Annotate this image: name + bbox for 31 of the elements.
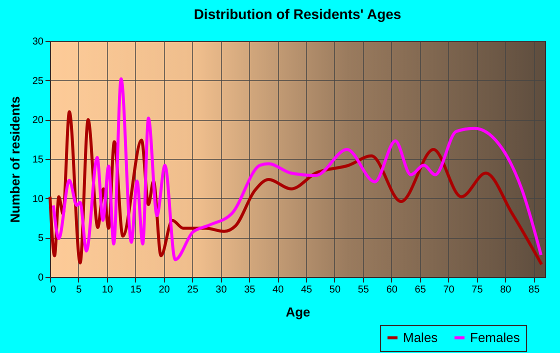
x-tick-label: 15 <box>130 284 142 296</box>
x-tick-label: 35 <box>244 284 256 296</box>
chart-title: Distribution of Residents' Ages <box>194 6 402 22</box>
x-tick-label: 50 <box>329 284 341 296</box>
x-tick-label: 5 <box>76 284 82 296</box>
x-tick-label: 70 <box>443 284 455 296</box>
y-tick-label: 20 <box>32 115 44 126</box>
legend-label: Males <box>403 330 438 345</box>
x-axis-title: Age <box>286 304 310 320</box>
x-tick-label: 30 <box>216 284 228 296</box>
y-tick-label: 15 <box>32 154 44 166</box>
x-tick-label: 80 <box>500 284 512 296</box>
x-tick-label: 10 <box>102 284 114 296</box>
y-tick-label: 30 <box>32 36 44 48</box>
y-tick-label: 0 <box>38 272 44 284</box>
x-tick-label: 85 <box>528 284 540 296</box>
x-tick-label: 45 <box>300 284 313 296</box>
x-tick-label: 40 <box>272 284 284 296</box>
x-tick-label: 25 <box>187 284 199 296</box>
x-tick-label: 0 <box>50 284 56 296</box>
y-tick-label: 25 <box>32 76 44 87</box>
y-axis-title: Number of residents <box>7 96 22 223</box>
legend-label: Females <box>470 330 520 345</box>
x-tick-label: 60 <box>386 284 398 296</box>
line-series <box>52 77 543 262</box>
y-tick-label: 5 <box>38 233 44 244</box>
x-tick-label: 20 <box>158 284 170 296</box>
x-tick-label: 75 <box>472 284 484 296</box>
x-tick-label: 55 <box>358 284 370 296</box>
x-tick-label: 65 <box>414 284 426 296</box>
y-tick-label: 10 <box>32 194 44 205</box>
